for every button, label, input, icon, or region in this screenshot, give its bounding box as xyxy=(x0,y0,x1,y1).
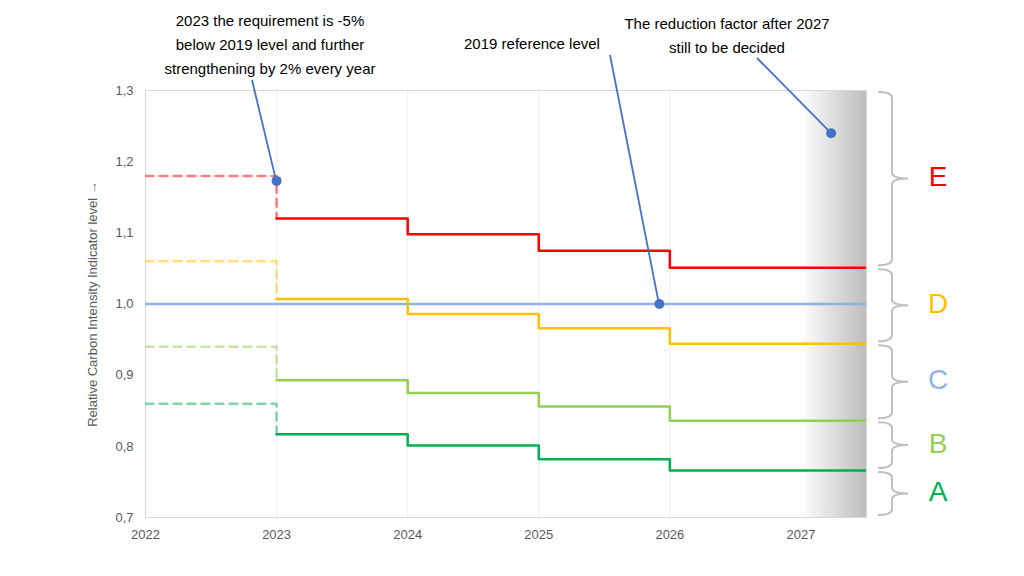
svg-text:D: D xyxy=(928,288,948,319)
svg-text:2027: 2027 xyxy=(786,527,815,542)
svg-text:2026: 2026 xyxy=(655,527,684,542)
svg-text:2019 reference level: 2019 reference level xyxy=(464,35,600,52)
svg-text:2023 the requirement is -5%bel: 2023 the requirement is -5%below 2019 le… xyxy=(165,12,376,77)
svg-text:C: C xyxy=(928,364,948,395)
svg-text:1,0: 1,0 xyxy=(115,296,133,311)
svg-text:2024: 2024 xyxy=(393,527,422,542)
svg-text:2022: 2022 xyxy=(131,527,160,542)
svg-text:0,7: 0,7 xyxy=(115,510,133,525)
svg-text:0,8: 0,8 xyxy=(115,438,133,453)
svg-text:The reduction factor after 202: The reduction factor after 2027still to … xyxy=(624,15,829,56)
svg-text:1,2: 1,2 xyxy=(115,154,133,169)
svg-text:E: E xyxy=(929,161,948,192)
svg-text:2025: 2025 xyxy=(524,527,553,542)
svg-text:Relative Carbon Intensity Indi: Relative Carbon Intensity Indicator leve… xyxy=(85,181,100,427)
svg-text:0,9: 0,9 xyxy=(115,367,133,382)
svg-text:2023: 2023 xyxy=(262,527,291,542)
svg-text:1,3: 1,3 xyxy=(115,83,133,98)
svg-text:1,1: 1,1 xyxy=(115,225,133,240)
svg-text:A: A xyxy=(929,476,948,507)
svg-text:B: B xyxy=(929,428,948,459)
